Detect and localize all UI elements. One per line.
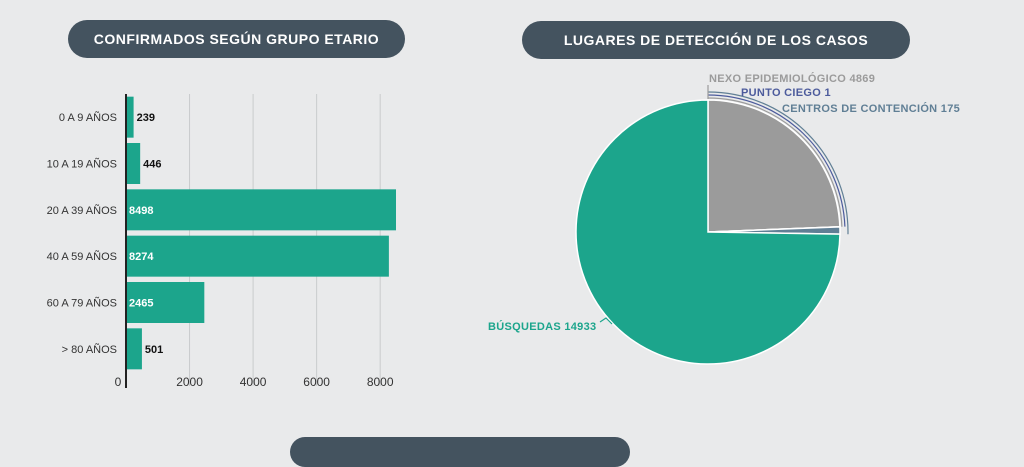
bar	[126, 189, 396, 231]
data-label: 2465	[129, 298, 153, 310]
category-label: 60 A 79 AÑOS	[47, 297, 117, 310]
data-label: 8274	[129, 251, 154, 263]
slice-label: PUNTO CIEGO 1	[741, 87, 831, 99]
category-label: 10 A 19 AÑOS	[47, 158, 117, 171]
x-tick-label: 4000	[240, 375, 267, 389]
slice-outline	[707, 91, 849, 235]
slice-label: NEXO EPIDEMIOLÓGICO 4869	[709, 72, 875, 85]
bar	[126, 143, 141, 184]
age-group-bar-chart: 0 2000 4000 6000 8000 0 A 9 AÑOS 239 10 A 19 AÑ…	[47, 94, 396, 389]
location-chart-title: LUGARES DE DETECCIÓN DE LOS CASOS	[522, 21, 910, 59]
bar	[126, 328, 142, 370]
category-label: 0 A 9 AÑOS	[59, 111, 117, 124]
category-label: 20 A 39 AÑOS	[47, 204, 117, 217]
pie-slice	[707, 226, 841, 235]
category-label: > 80 AÑOS	[62, 343, 117, 356]
data-label: 8498	[129, 205, 153, 217]
pie-slice	[575, 99, 841, 365]
data-label: 446	[143, 159, 161, 171]
slice-outline	[707, 94, 846, 227]
slice-label: CENTROS DE CONTENCIÓN 175	[782, 102, 960, 115]
x-tick-label: 8000	[367, 375, 394, 389]
pie-slice	[707, 226, 841, 233]
slice-outline	[707, 97, 843, 227]
age-chart-title: CONFIRMADOS SEGÚN GRUPO ETARIO	[68, 20, 405, 58]
x-tick-label: 2000	[176, 375, 203, 389]
data-label: 239	[137, 112, 155, 124]
category-label: 40 A 59 AÑOS	[47, 250, 117, 263]
x-tick-label: 0	[115, 375, 122, 389]
bar	[126, 282, 205, 323]
bar	[126, 235, 389, 277]
leader-line	[599, 317, 613, 325]
bar	[126, 96, 134, 138]
x-tick-label: 6000	[303, 375, 330, 389]
data-label: 501	[145, 344, 163, 356]
pie-slice	[707, 99, 841, 233]
